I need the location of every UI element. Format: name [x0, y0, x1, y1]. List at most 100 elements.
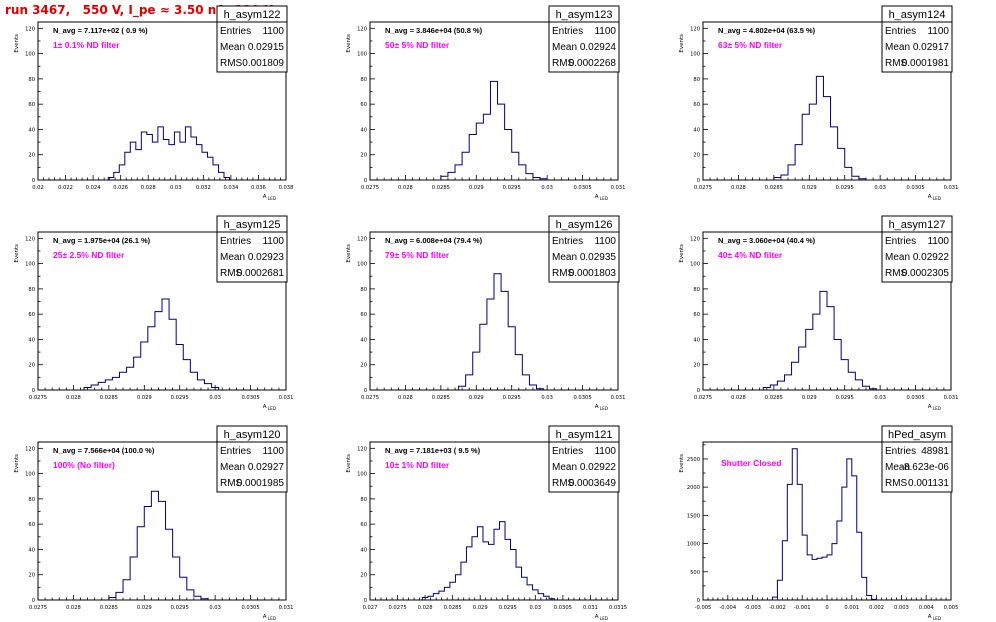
stat-entries-value: 1100: [594, 446, 616, 457]
y-tick-label: 80: [693, 287, 700, 293]
stat-entries-value: 48981: [921, 446, 949, 457]
x-tick-label: 0.0295: [503, 395, 521, 401]
x-tick-label: 0.034: [223, 185, 239, 191]
x-tick-label: 0.0295: [503, 185, 521, 191]
histogram-name: h_asym127: [889, 219, 946, 231]
x-tick-label: 0.022: [58, 185, 73, 191]
x-axis-title: A LED: [595, 194, 608, 201]
y-tick-label: 60: [693, 102, 700, 108]
stat-mean-label: Mean: [885, 252, 910, 263]
y-tick-label: 20: [693, 363, 700, 369]
x-tick-label: 0.028: [418, 605, 433, 611]
x-tick-label: 0.0275: [361, 395, 379, 401]
y-tick-label: 20: [28, 573, 35, 579]
stats-box: [881, 441, 953, 493]
x-tick-label: 0.028: [731, 185, 746, 191]
x-tick-label: 0.0295: [836, 185, 854, 191]
y-tick-label: 40: [28, 547, 35, 553]
stat-mean-value: 0.02915: [248, 42, 285, 53]
y-tick-label: 60: [360, 102, 367, 108]
y-tick-label: 40: [693, 127, 700, 133]
stat-entries-value: 1100: [262, 236, 284, 247]
x-tick-label: 0.03: [209, 605, 221, 611]
x-axis-title: A LED: [263, 614, 276, 621]
x-tick-label: 0.029: [137, 395, 152, 401]
histogram-name: h_asym122: [224, 9, 281, 21]
y-axis-title: Events: [346, 454, 352, 473]
y-tick-label: 120: [357, 236, 367, 242]
histogram-curve: [108, 490, 209, 600]
plot-frame: [369, 21, 619, 181]
x-tick-label: 0.0305: [241, 605, 259, 611]
y-tick-label: 100: [25, 262, 35, 268]
y-tick-label: 60: [360, 522, 367, 528]
filter-annotation: 40± 4% ND filter: [718, 250, 783, 260]
stat-mean-label: Mean: [552, 252, 577, 263]
x-tick-label: -0.002: [769, 605, 786, 611]
x-tick-label: 0.0285: [100, 605, 118, 611]
stat-mean-value: 0.02924: [580, 42, 617, 53]
stat-rms-label: RMS: [885, 58, 908, 69]
x-tick-label: 0.028: [398, 395, 413, 401]
histogram-curve: [458, 273, 545, 390]
stats-box: [216, 21, 288, 73]
y-tick-label: 80: [28, 77, 35, 83]
stat-rms-value: 0.0002305: [902, 268, 950, 279]
stat-rms-label: RMS: [552, 58, 575, 69]
y-tick-label: 20: [28, 363, 35, 369]
histogram-panel-hPed_asym: -0.005 -0.004 -0.003 -0.002 -0.001 0 0.001 0.00…: [679, 425, 958, 621]
stat-entries-value: 1100: [927, 26, 949, 37]
y-tick-label: 60: [28, 312, 35, 318]
navg-annotation: N_avg = 1.975e+04 (26.1 %): [53, 236, 151, 245]
x-tick-label: 0.03: [170, 185, 182, 191]
x-tick-label: 0.029: [802, 185, 817, 191]
y-tick-label: 500: [690, 570, 700, 576]
stat-entries-value: 1100: [927, 236, 949, 247]
y-tick-label: 0: [364, 388, 367, 394]
y-tick-label: 120: [357, 446, 367, 452]
stat-mean-value: 0.02917: [913, 42, 950, 53]
plot-frame: [702, 231, 952, 391]
navg-annotation: N_avg = 3.060e+04 (40.4 %): [718, 236, 816, 245]
y-tick-label: 0: [697, 388, 700, 394]
x-tick-label: 0.0305: [554, 605, 572, 611]
x-tick-label: 0.029: [802, 395, 817, 401]
filter-annotation: 63± 5% ND filter: [718, 40, 783, 50]
stat-mean-value: 0.02927: [248, 462, 285, 473]
y-tick-label: 2500: [687, 457, 700, 463]
y-axis-title: Events: [679, 244, 685, 263]
stat-entries-label: Entries: [885, 446, 916, 457]
y-tick-label: 100: [25, 52, 35, 58]
x-tick-label: 0.028: [398, 185, 413, 191]
x-tick-label: -0.004: [719, 605, 736, 611]
y-tick-label: 120: [25, 236, 35, 242]
stat-mean-value: 0.02922: [580, 462, 617, 473]
x-tick-label: 0.036: [251, 185, 266, 191]
stat-rms-value: 0.001131: [908, 478, 949, 489]
y-axis-title: Events: [679, 34, 685, 53]
histogram-panel-h_asym121: 0.027 0.0275 0.028 0.0285 0.029 0.0295 0.03 0.0…: [346, 425, 627, 621]
plot-frame: [702, 21, 952, 181]
y-tick-label: 100: [690, 52, 700, 58]
x-axis-title: A LED: [595, 404, 608, 411]
y-tick-label: 0: [32, 598, 35, 604]
x-tick-label: 0.0305: [241, 395, 259, 401]
x-tick-label: 0.032: [196, 185, 211, 191]
x-tick-label: 0.0295: [836, 395, 854, 401]
x-tick-label: 0.03: [541, 395, 553, 401]
x-tick-label: 0.031: [279, 395, 294, 401]
histogram-curve: [83, 298, 220, 390]
stat-entries-value: 1100: [594, 26, 616, 37]
histogram-curve: [771, 448, 878, 600]
x-tick-label: 0.0285: [432, 395, 450, 401]
x-tick-label: 0.031: [944, 395, 959, 401]
y-tick-label: 0: [697, 178, 700, 184]
x-tick-label: -0.005: [695, 605, 712, 611]
stat-rms-value: 0.001809: [242, 58, 284, 69]
x-tick-label: 0.028: [141, 185, 156, 191]
y-tick-label: 100: [357, 262, 367, 268]
y-axis-title: Events: [14, 34, 20, 53]
x-tick-label: 0.03: [874, 185, 886, 191]
stats-box: [881, 231, 953, 283]
stat-rms-value: 0.0002268: [569, 58, 617, 69]
